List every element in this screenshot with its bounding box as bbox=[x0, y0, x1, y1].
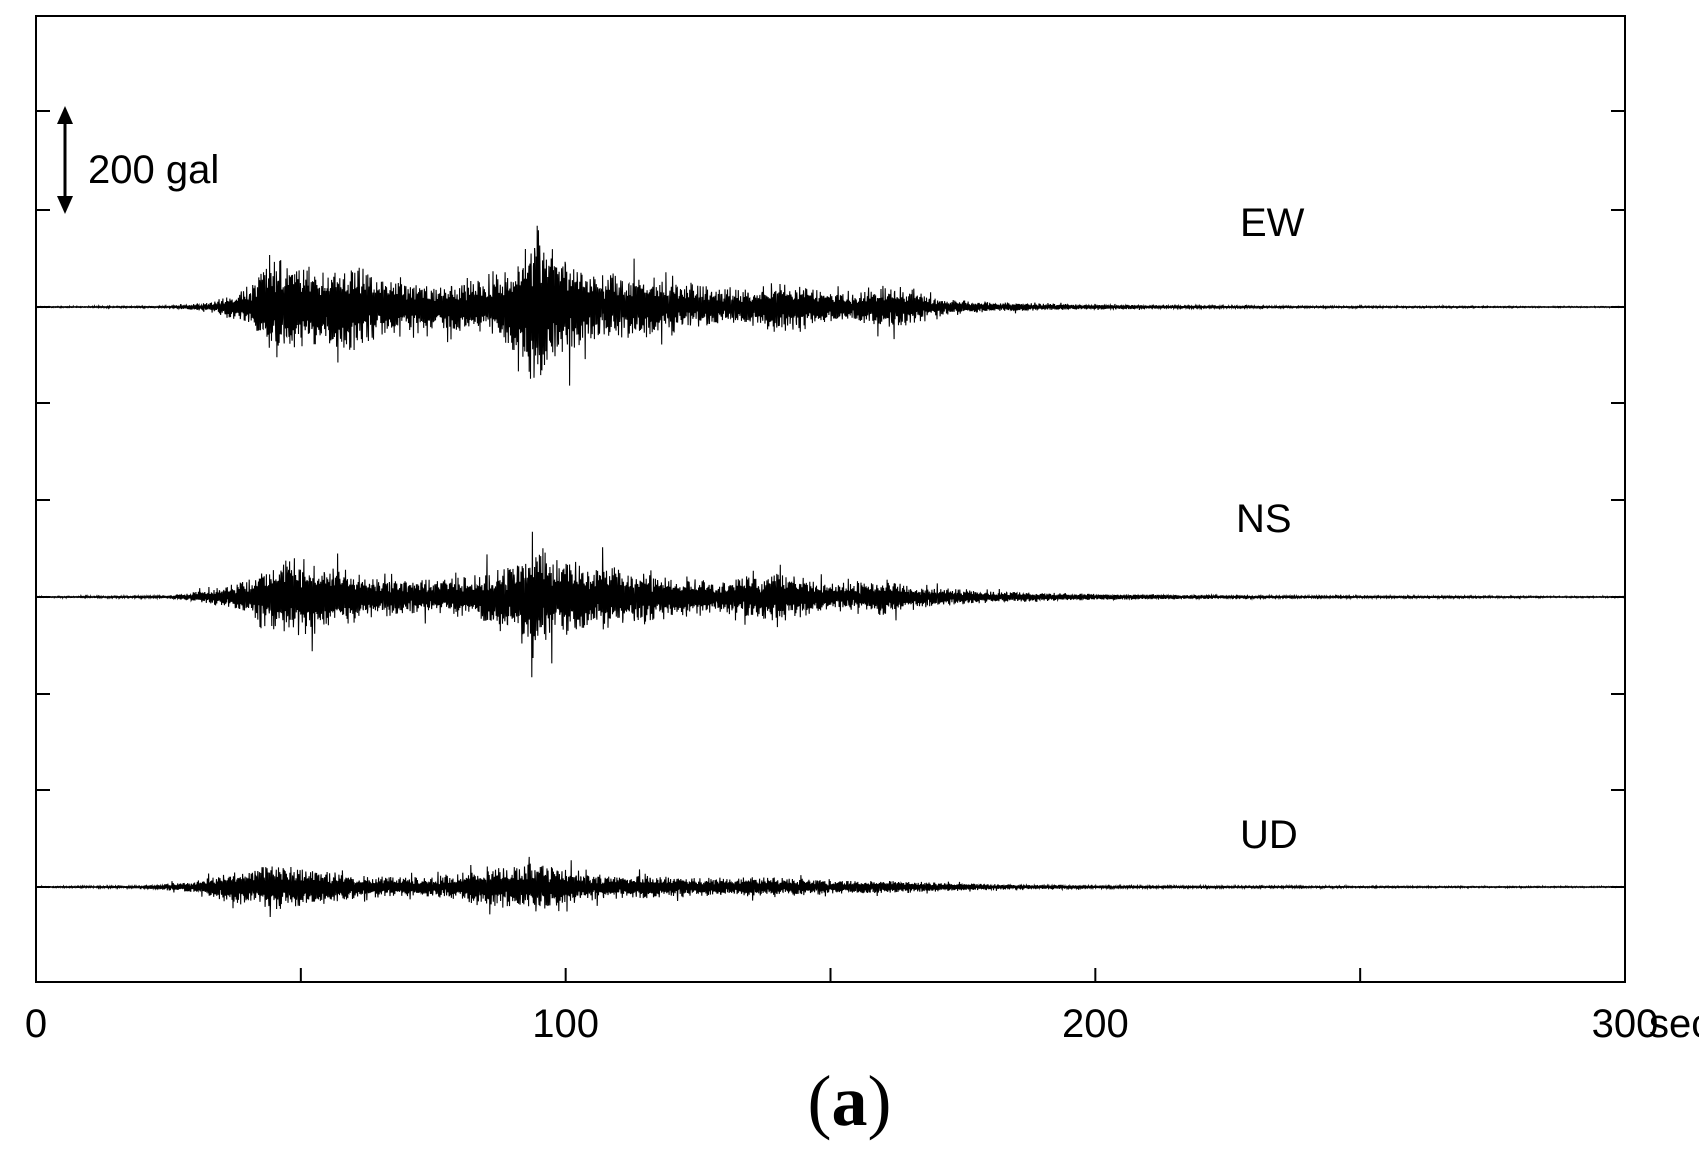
trace-label-ns: NS bbox=[1236, 497, 1292, 541]
figure-caption: (a) bbox=[0, 1060, 1699, 1143]
caption-open-paren: ( bbox=[807, 1061, 832, 1141]
trace-label-ew: EW bbox=[1240, 201, 1305, 245]
trace-label-ud: UD bbox=[1240, 813, 1298, 857]
caption-close-paren: ) bbox=[867, 1061, 892, 1141]
x-unit-label: sec bbox=[1649, 1002, 1699, 1046]
trace-waveform-ud bbox=[35, 856, 1626, 918]
caption-letter: a bbox=[831, 1061, 868, 1141]
trace-waveform-ns bbox=[35, 531, 1626, 678]
x-tick-label: 0 bbox=[25, 1002, 47, 1046]
scale-bar-arrow-up-icon bbox=[57, 106, 73, 124]
labels-layer: EW NS UD 0 100 200 300sec bbox=[25, 201, 1699, 1046]
trace-waveform-ew bbox=[35, 225, 1626, 386]
scale-bar: 200 gal bbox=[57, 106, 219, 214]
traces-layer bbox=[35, 225, 1626, 918]
scale-bar-label: 200 gal bbox=[88, 148, 219, 192]
x-tick-label: 300 bbox=[1592, 1002, 1659, 1046]
plot-frame bbox=[35, 15, 1626, 983]
x-tick-label: 200 bbox=[1062, 1002, 1129, 1046]
x-tick-label: 100 bbox=[532, 1002, 599, 1046]
scale-bar-arrow-down-icon bbox=[57, 196, 73, 214]
ticks-layer bbox=[35, 110, 1626, 982]
